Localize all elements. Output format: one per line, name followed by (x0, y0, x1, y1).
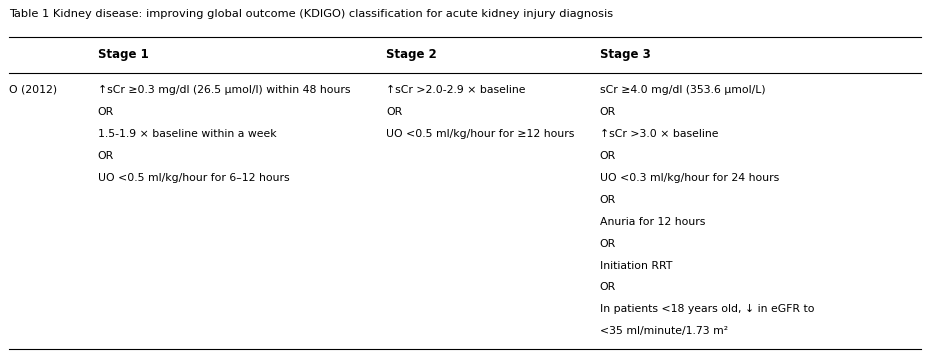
Text: UO <0.5 ml/kg/hour for 6–12 hours: UO <0.5 ml/kg/hour for 6–12 hours (98, 173, 289, 183)
Text: Table 1 Kidney disease: improving global outcome (KDIGO) classification for acut: Table 1 Kidney disease: improving global… (9, 9, 614, 19)
Text: <35 ml/minute/1.73 m²: <35 ml/minute/1.73 m² (600, 326, 728, 336)
Text: OR: OR (386, 107, 402, 117)
Text: Stage 3: Stage 3 (600, 48, 651, 61)
Text: OR: OR (600, 239, 616, 249)
Text: Anuria for 12 hours: Anuria for 12 hours (600, 217, 705, 227)
Text: UO <0.3 ml/kg/hour for 24 hours: UO <0.3 ml/kg/hour for 24 hours (600, 173, 779, 183)
Text: OR: OR (600, 151, 616, 161)
Text: ↑sCr ≥0.3 mg/dl (26.5 μmol/l) within 48 hours: ↑sCr ≥0.3 mg/dl (26.5 μmol/l) within 48 … (98, 85, 351, 95)
Text: ↑sCr >3.0 × baseline: ↑sCr >3.0 × baseline (600, 129, 718, 139)
Text: OR: OR (600, 282, 616, 292)
Text: OR: OR (600, 107, 616, 117)
Text: ↑sCr >2.0-2.9 × baseline: ↑sCr >2.0-2.9 × baseline (386, 85, 525, 95)
Text: Stage 1: Stage 1 (98, 48, 149, 61)
Text: sCr ≥4.0 mg/dl (353.6 μmol/L): sCr ≥4.0 mg/dl (353.6 μmol/L) (600, 85, 765, 95)
Text: O (2012): O (2012) (9, 85, 58, 95)
Text: OR: OR (98, 151, 113, 161)
Text: UO <0.5 ml/kg/hour for ≥12 hours: UO <0.5 ml/kg/hour for ≥12 hours (386, 129, 575, 139)
Text: OR: OR (98, 107, 113, 117)
Text: 1.5-1.9 × baseline within a week: 1.5-1.9 × baseline within a week (98, 129, 276, 139)
Text: In patients <18 years old, ↓ in eGFR to: In patients <18 years old, ↓ in eGFR to (600, 304, 815, 314)
Text: Stage 2: Stage 2 (386, 48, 437, 61)
Text: Initiation RRT: Initiation RRT (600, 261, 672, 270)
Text: OR: OR (600, 195, 616, 205)
